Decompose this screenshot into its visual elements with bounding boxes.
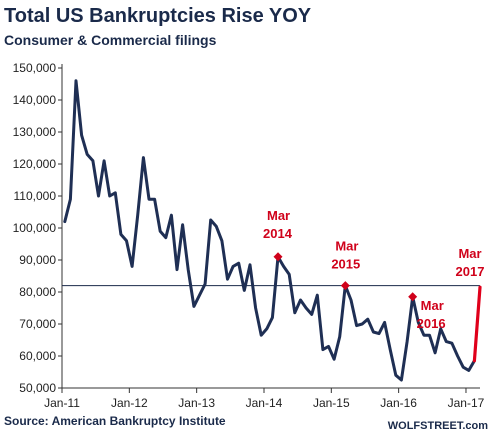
x-tick-label: Jan-15	[313, 396, 350, 410]
annotation-label: Mar	[421, 298, 444, 313]
y-axis: 50,000 60,000 70,000 80,000 90,000 100,000 110…	[13, 61, 63, 395]
highlight-marker	[340, 281, 350, 291]
highlight-marker	[273, 252, 283, 262]
latest-yoy-line	[472, 285, 482, 363]
chart-subtitle: Consumer & Commercial filings	[4, 32, 217, 48]
annotation-label: 2017	[456, 264, 485, 279]
y-tick-label: 80,000	[19, 285, 56, 299]
annotation-label: 2015	[331, 257, 360, 272]
chart-title: Total US Bankruptcies Rise YOY	[4, 5, 312, 27]
y-tick-label: 120,000	[13, 157, 57, 171]
x-tick-label: Jan-13	[178, 396, 215, 410]
y-tick-label: 100,000	[13, 221, 57, 235]
series-group	[63, 79, 482, 382]
bankruptcies-line	[63, 79, 476, 382]
x-tick-label: Jan-11	[44, 396, 80, 410]
y-tick-label: 90,000	[19, 253, 56, 267]
source-note: Source: American Bankruptcy Institute	[4, 414, 226, 428]
x-tick-label: Jan-17	[448, 396, 485, 410]
y-tick-label: 130,000	[13, 125, 57, 139]
y-tick-label: 60,000	[19, 349, 56, 363]
annotation-label: Mar	[458, 246, 481, 261]
highlight-marker	[408, 292, 418, 302]
y-tick-label: 140,000	[13, 93, 57, 107]
annotation-label: Mar	[267, 208, 290, 223]
x-axis: Jan-11 Jan-12 Jan-13 Jan-14 Jan-15 Jan-16 Jan-…	[44, 387, 485, 410]
brand-watermark: WOLFSTREET.com	[388, 420, 488, 432]
y-tick-label: 70,000	[19, 317, 56, 331]
annotation-label: 2014	[263, 226, 293, 241]
annotation-label: Mar	[335, 239, 358, 254]
x-tick-label: Jan-14	[246, 396, 283, 410]
x-tick-label: Jan-16	[380, 396, 417, 410]
annotations-group: Mar 2014 Mar 2015 Mar 2016 Mar 2017	[263, 208, 484, 331]
y-tick-label: 50,000	[19, 381, 56, 395]
y-tick-label: 150,000	[13, 61, 57, 75]
x-tick-label: Jan-12	[111, 396, 148, 410]
y-tick-label: 110,000	[14, 189, 57, 203]
annotation-label: 2016	[417, 316, 446, 331]
